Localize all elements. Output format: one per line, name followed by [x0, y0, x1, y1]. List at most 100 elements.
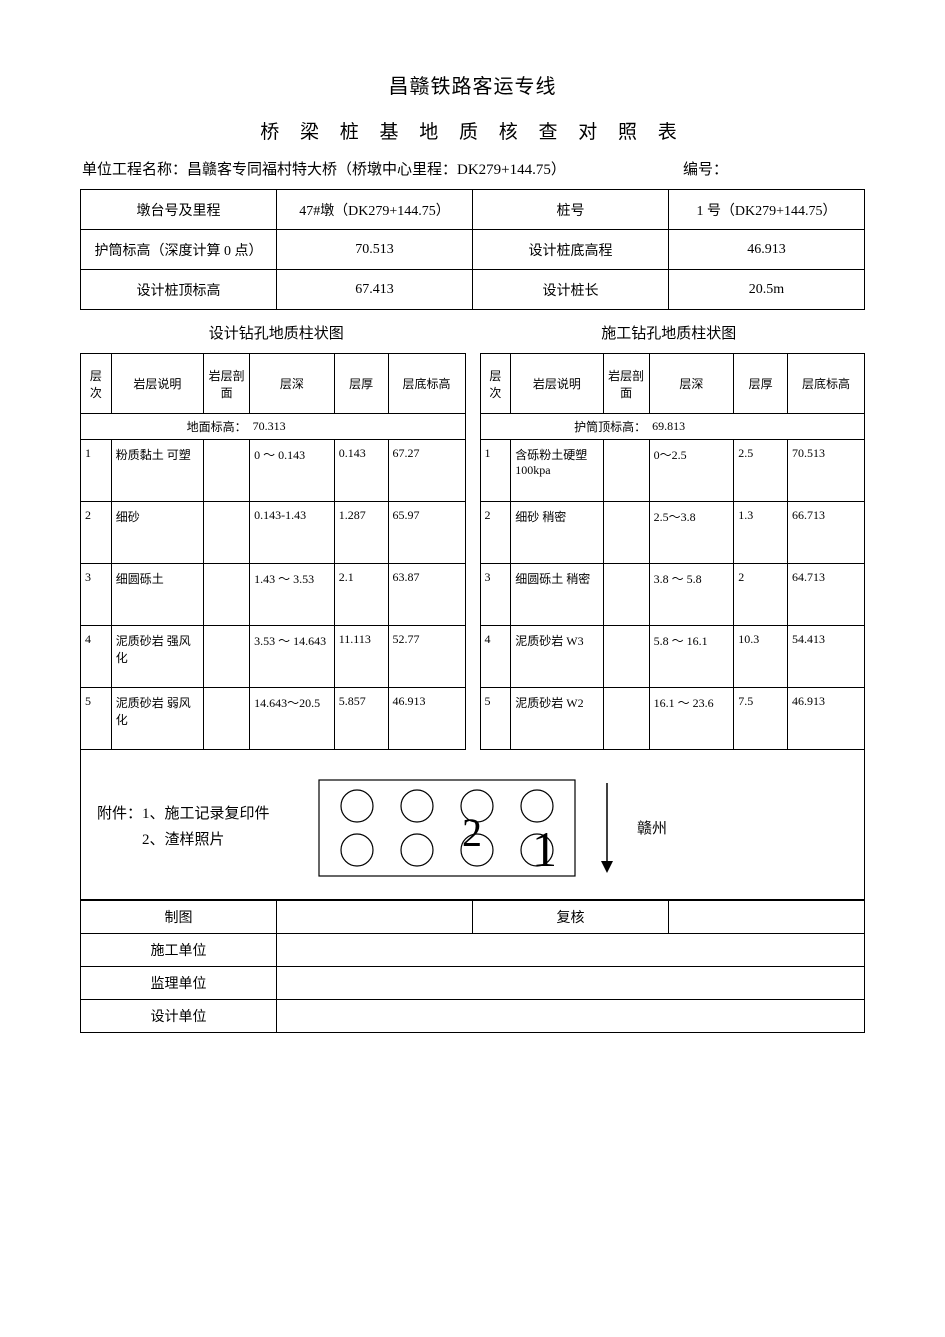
- row-thick: 10.3: [734, 626, 788, 688]
- row-section: [204, 502, 250, 564]
- row-bottom: 54.413: [788, 626, 865, 688]
- project-name: 单位工程名称：昌赣客专同福村特大桥（桥墩中心里程：DK279+144.75）: [82, 158, 683, 179]
- row-idx: 4: [480, 626, 511, 688]
- row-section: [603, 564, 649, 626]
- row-desc: 细砂 稍密: [511, 502, 603, 564]
- sign-row: 制图 复核: [81, 901, 865, 934]
- row-idx: 1: [81, 440, 112, 502]
- row-bottom: 64.713: [788, 564, 865, 626]
- sign-row: 施工单位: [81, 934, 865, 967]
- left-section-title: 设计钻孔地质柱状图: [80, 316, 473, 349]
- elev-value: 69.813: [649, 414, 864, 440]
- row-idx: 3: [480, 564, 511, 626]
- row-depth: 3.8 ～ 5.8: [649, 564, 734, 626]
- pile-circle-icon: [341, 790, 373, 822]
- row-depth: 3.53 ～ 14.643: [250, 626, 335, 688]
- info-cell: 桩号: [473, 190, 669, 230]
- row-thick: 5.857: [334, 688, 388, 750]
- row-bottom: 67.27: [388, 440, 465, 502]
- row-section: [204, 688, 250, 750]
- row-section: [603, 440, 649, 502]
- info-cell: 1 号（DK279+144.75）: [669, 190, 865, 230]
- strata-row: 3 细圆砾土 1.43 ～ 3.53 2.1 63.87: [81, 564, 466, 626]
- sign-cell: 监理单位: [81, 967, 277, 1000]
- row-idx: 2: [480, 502, 511, 564]
- diagram-number: 2: [462, 810, 482, 855]
- attachment-line: 附件：1、施工记录复印件: [97, 802, 297, 828]
- elevation-row: 地面标高： 70.313: [81, 414, 466, 440]
- strata-row: 1 粉质黏土 可塑 0 ～ 0.143 0.143 67.27: [81, 440, 466, 502]
- row-idx: 5: [81, 688, 112, 750]
- strata-row: 4 泥质砂岩 强风化 3.53 ～ 14.643 11.113 52.77: [81, 626, 466, 688]
- row-thick: 2: [734, 564, 788, 626]
- row-idx: 5: [480, 688, 511, 750]
- col-header: 层深: [649, 354, 734, 414]
- sign-cell: 施工单位: [81, 934, 277, 967]
- strata-row: 1 含砾粉土硬塑 100kpa 0～2.5 2.5 70.513: [480, 440, 865, 502]
- section-headers: 设计钻孔地质柱状图 施工钻孔地质柱状图: [80, 316, 865, 349]
- strata-row: 5 泥质砂岩 W2 16.1 ～ 23.6 7.5 46.913: [480, 688, 865, 750]
- title-secondary: 桥 梁 桩 基 地 质 核 查 对 照 表: [80, 117, 865, 144]
- row-thick: 0.143: [334, 440, 388, 502]
- info-cell: 设计桩顶标高: [81, 270, 277, 310]
- serial-number-label: 编号：: [683, 158, 863, 179]
- diagram-number: 1: [532, 821, 557, 877]
- row-desc: 粉质黏土 可塑: [111, 440, 203, 502]
- row-depth: 0～2.5: [649, 440, 734, 502]
- attachments-text: 附件：1、施工记录复印件 2、渣样照片: [97, 802, 297, 853]
- info-table: 墩台号及里程 47#墩（DK279+144.75） 桩号 1 号（DK279+1…: [80, 189, 865, 310]
- col-header: 岩层说明: [111, 354, 203, 414]
- info-row: 设计桩顶标高 67.413 设计桩长 20.5m: [81, 270, 865, 310]
- pile-circle-icon: [341, 834, 373, 866]
- row-thick: 7.5: [734, 688, 788, 750]
- col-header: 层底标高: [788, 354, 865, 414]
- title-primary: 昌赣铁路客运专线: [80, 70, 865, 99]
- sign-cell: [669, 901, 865, 934]
- col-header: 岩层剖面: [603, 354, 649, 414]
- row-section: [603, 626, 649, 688]
- col-header: 层厚: [334, 354, 388, 414]
- sign-cell: [277, 967, 865, 1000]
- info-cell: 设计桩长: [473, 270, 669, 310]
- strata-row: 2 细砂 0.143-1.43 1.287 65.97: [81, 502, 466, 564]
- row-idx: 1: [480, 440, 511, 502]
- sign-row: 监理单位: [81, 967, 865, 1000]
- right-section-title: 施工钻孔地质柱状图: [473, 316, 866, 349]
- row-bottom: 65.97: [388, 502, 465, 564]
- col-header-row: 层次 岩层说明 岩层剖面 层深 层厚 层底标高: [81, 354, 466, 414]
- row-thick: 1.3: [734, 502, 788, 564]
- direction-label: 赣州: [637, 817, 667, 838]
- col-header: 层次: [480, 354, 511, 414]
- sign-cell: [277, 1000, 865, 1033]
- row-section: [204, 564, 250, 626]
- info-cell: 46.913: [669, 230, 865, 270]
- meta-line: 单位工程名称：昌赣客专同福村特大桥（桥墩中心里程：DK279+144.75） 编…: [80, 158, 865, 179]
- col-header: 层深: [250, 354, 335, 414]
- row-idx: 2: [81, 502, 112, 564]
- elevation-row: 护筒顶标高： 69.813: [480, 414, 865, 440]
- strata-row: 2 细砂 稍密 2.5～3.8 1.3 66.713: [480, 502, 865, 564]
- pile-layout-diagram: 2 1: [317, 778, 577, 878]
- info-cell: 护筒标高（深度计算 0 点）: [81, 230, 277, 270]
- pile-circle-icon: [401, 834, 433, 866]
- sign-cell: [277, 901, 473, 934]
- row-thick: 11.113: [334, 626, 388, 688]
- row-idx: 4: [81, 626, 112, 688]
- row-thick: 2.1: [334, 564, 388, 626]
- row-section: [603, 502, 649, 564]
- pile-circle-icon: [521, 790, 553, 822]
- row-bottom: 66.713: [788, 502, 865, 564]
- sign-cell: 复核: [473, 901, 669, 934]
- info-cell: 墩台号及里程: [81, 190, 277, 230]
- row-depth: 1.43 ～ 3.53: [250, 564, 335, 626]
- row-thick: 2.5: [734, 440, 788, 502]
- row-depth: 14.643～20.5: [250, 688, 335, 750]
- info-cell: 47#墩（DK279+144.75）: [277, 190, 473, 230]
- arrow-down-icon: [597, 783, 617, 873]
- pile-circle-icon: [401, 790, 433, 822]
- elev-label: 护筒顶标高：: [480, 414, 649, 440]
- strata-row: 5 泥质砂岩 弱风化 14.643～20.5 5.857 46.913: [81, 688, 466, 750]
- row-section: [204, 440, 250, 502]
- row-section: [204, 626, 250, 688]
- row-bottom: 46.913: [388, 688, 465, 750]
